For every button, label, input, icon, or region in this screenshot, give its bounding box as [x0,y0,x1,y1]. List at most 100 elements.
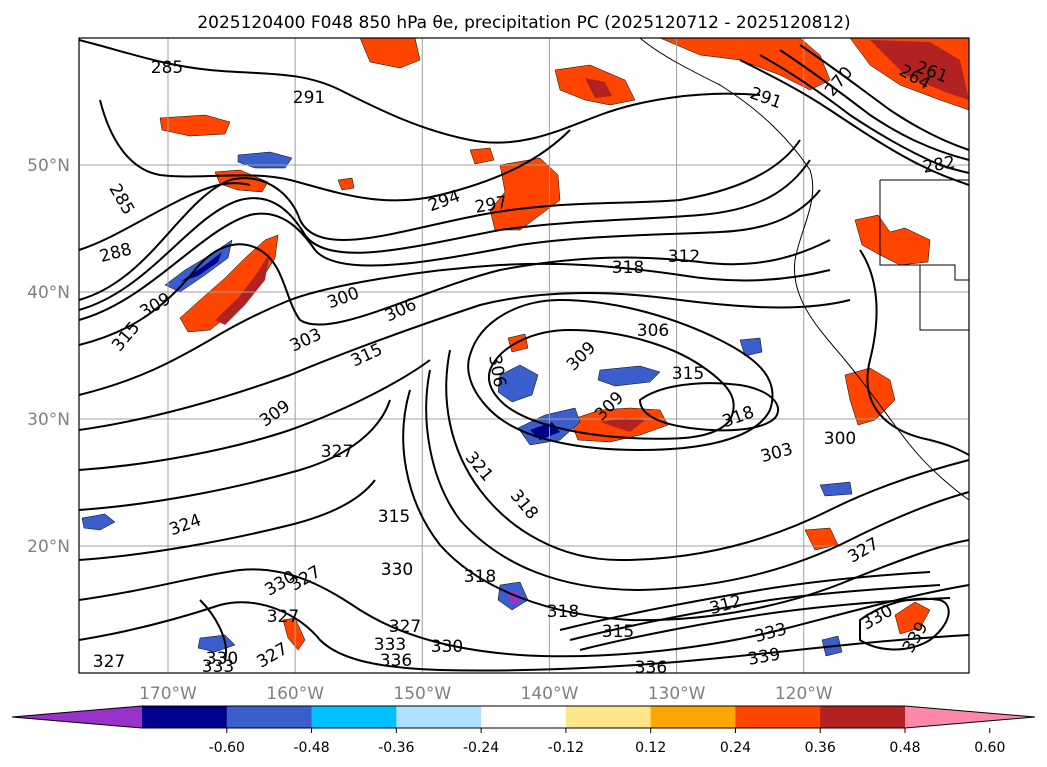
precip-positive-area [215,252,270,325]
precip-negative-area [508,592,520,604]
contour-label: 285 [151,58,183,78]
x-axis-tick-labels: 170°W 160°W 150°W 140°W 130°W 120°W [139,684,833,704]
contour-line [78,182,251,251]
plot-area: 285 291 285 288 294 297 300 303 306 315 … [78,37,970,678]
contour-labels: 285 291 285 288 294 297 300 303 306 315 … [93,57,957,678]
y-tick-label: 40°N [27,283,70,303]
contour-label: 327 [267,607,299,627]
contour-line [467,298,774,452]
x-tick-label: 150°W [393,684,451,704]
contour-label: 318 [464,567,496,587]
precip-positive-area [659,37,831,91]
contour-line [78,139,801,301]
contour-line [78,262,831,396]
contour-line [799,44,970,151]
state-border [879,180,969,281]
contour-label: 333 [202,657,234,677]
contour-label: 336 [380,651,412,671]
precipitation-field [81,37,970,657]
contour-label: 327 [321,442,353,462]
precip-positive-area [179,234,279,333]
contour-line [425,369,970,592]
contour-line [559,571,931,631]
colorbar-swatch [481,706,567,728]
contour-line [759,54,970,174]
colorbar-tick-label: -0.36 [378,740,414,756]
contour-label: 315 [378,507,410,527]
x-tick-label: 140°W [521,684,579,704]
contour-line [859,597,950,651]
theta-e-contours [78,39,970,672]
precip-positive-area [159,114,231,137]
contour-line [739,59,970,186]
colorbar-swatch [650,706,736,728]
precip-positive-area [870,40,969,100]
colorbar-swatch [142,706,228,728]
contour-line [99,99,571,202]
contour-label: 318 [612,258,644,278]
contour-label: 315 [602,622,634,642]
colorbar-tick-label: -0.60 [209,740,245,756]
colorbar-extend-high [905,706,1035,728]
colorbar-outline [11,705,1036,729]
precip-positive-area [337,177,355,191]
contour-line [859,249,970,456]
coastline-path [639,37,970,501]
y-tick-label: 20°N [27,537,70,557]
contour-line [402,389,970,622]
contour-line [78,568,970,658]
precip-positive-area [894,601,931,635]
contour-label: 315 [672,364,704,384]
contour-line [569,584,941,641]
colorbar: -0.60 -0.48 -0.36 -0.24 -0.12 0.12 0.24 0.36 0.4… [11,705,1036,756]
colorbar-swatch [820,706,906,728]
contour-line [78,359,431,471]
colorbar-tick-label: 0.60 [974,740,1005,756]
colorbar-tick-label: 0.36 [805,740,836,756]
contour-label: 318 [547,602,579,622]
state-border [919,265,969,331]
colorbar-swatch [565,706,652,728]
contour-line [779,49,970,161]
precip-negative-area [739,337,763,357]
precip-positive-area [282,617,306,651]
y-tick-label: 30°N [27,410,70,430]
grid-lines [79,38,969,673]
x-tick-label: 130°W [648,684,706,704]
contour-label: 330 [381,560,413,580]
contour-line [78,292,851,431]
contour-line [78,39,761,144]
contour-line [199,599,227,661]
contour-label: 336 [635,658,667,678]
precip-negative-area [237,151,293,169]
contour-label: 291 [293,88,325,108]
colorbar-swatch [226,706,313,728]
colorbar-tick-label: 0.48 [889,740,920,756]
contour-line [78,159,811,311]
contour-label: 327 [389,617,421,637]
colorbar-swatch [396,706,482,728]
colorbar-swatch [311,706,397,728]
contour-label: 300 [824,429,856,449]
contour-line [78,189,821,321]
contour-label: 306 [637,321,669,341]
contour-line [445,349,970,562]
colorbar-tick-label: -0.12 [548,740,584,756]
contour-label: 327 [93,652,125,672]
contour-line [638,382,780,432]
precip-negative-area [497,364,539,403]
colorbar-swatch [735,706,821,728]
colorbar-tick-label: 0.12 [635,740,666,756]
contour-line [78,601,970,672]
y-axis-tick-labels: 50°N 40°N 30°N 20°N [27,156,70,557]
colorbar-tick-label: 0.24 [720,740,751,756]
contour-line [78,239,831,346]
colorbar-tick-label: -0.48 [293,740,329,756]
x-tick-label: 170°W [139,684,197,704]
colorbar-tick-label: -0.24 [463,740,499,756]
precip-negative-area [597,365,661,387]
precip-positive-area [469,147,495,165]
contour-label: 333 [374,635,406,655]
precip-negative-area [819,481,853,497]
